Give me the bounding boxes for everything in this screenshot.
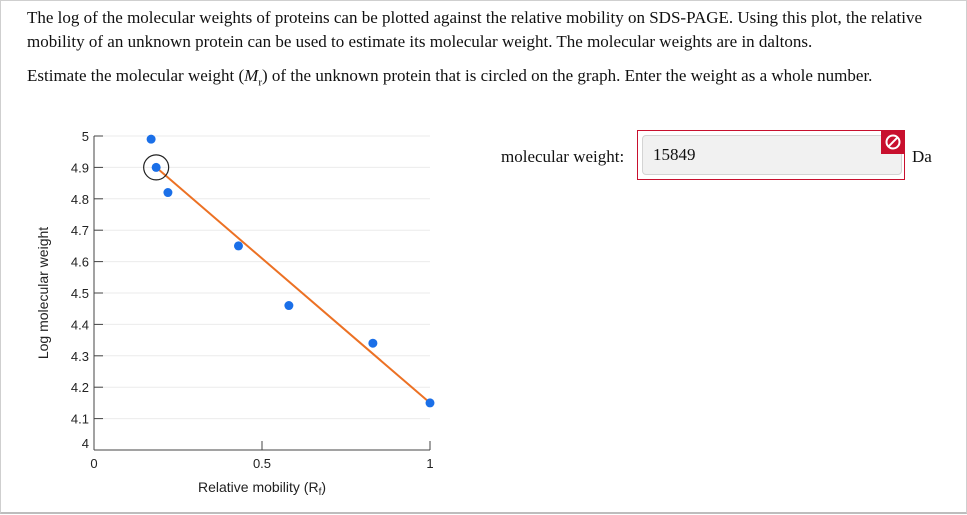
x-axis-ticks: 0 0.5 1 [90, 441, 434, 471]
x-axis-label-close: ) [321, 479, 326, 495]
question-text-before: Estimate the molecular weight ( [27, 66, 245, 85]
data-points [146, 134, 435, 408]
question-intro: The log of the molecular weights of prot… [27, 8, 923, 51]
y-tick-label: 4.6 [71, 255, 89, 270]
x-tick-label: 0.5 [253, 456, 271, 471]
x-axis-label: Relative mobility (Rf) [198, 479, 326, 498]
data-point [163, 188, 173, 198]
x-tick-label: 1 [426, 456, 433, 471]
incorrect-status-badge [881, 130, 905, 154]
unknown-protein-point [151, 162, 161, 172]
mr-symbol-letter: M [244, 66, 259, 85]
y-axis-ticks: 4 4.1 4.2 4.3 4.4 4.5 4.6 4.7 4.8 4.9 5 [71, 129, 103, 451]
fit-line [155, 166, 431, 404]
y-tick-label: 4.9 [71, 160, 89, 175]
data-point [368, 338, 378, 348]
y-tick-label: 4 [82, 436, 89, 451]
answer-field-frame: 15849 [637, 130, 905, 180]
data-point [146, 134, 156, 144]
x-tick-label: 0 [90, 456, 97, 471]
y-tick-label: 4.2 [71, 380, 89, 395]
y-tick-label: 4.4 [71, 317, 89, 332]
x-axis-label-text: Relative mobility (R [198, 479, 319, 495]
scatter-plot: 44.14.24.34.44.54.64.74.84.95 0 0.5 1 Rela… [35, 129, 435, 498]
unit-label: Da [912, 147, 932, 166]
question-prompt: Estimate the molecular weight (Mr) of th… [27, 64, 947, 94]
mr-symbol-subscript: r [258, 76, 262, 89]
molecular-weight-input[interactable]: 15849 [642, 135, 902, 175]
data-point [233, 241, 243, 251]
y-tick-label: 4.1 [71, 412, 89, 427]
no-entry-icon [885, 134, 901, 150]
y-tick-label: 4.7 [71, 223, 89, 238]
grid-lines [94, 135, 430, 420]
question-text-after: ) of the unknown protein that is circled… [262, 66, 873, 85]
y-tick-label: 5 [82, 129, 89, 144]
unknown-protein-circle [143, 154, 170, 181]
y-tick-label: 4.3 [71, 349, 89, 364]
x-axis-label-subscript: f [319, 487, 322, 498]
data-point [425, 398, 435, 408]
y-axis-label: Log molecular weight [35, 227, 51, 359]
y-tick-label: 4.8 [71, 192, 89, 207]
y-tick-label: 4.5 [71, 286, 89, 301]
data-point [284, 301, 294, 311]
answer-label: molecular weight: [501, 147, 625, 166]
mr-symbol: Mr [244, 66, 262, 89]
